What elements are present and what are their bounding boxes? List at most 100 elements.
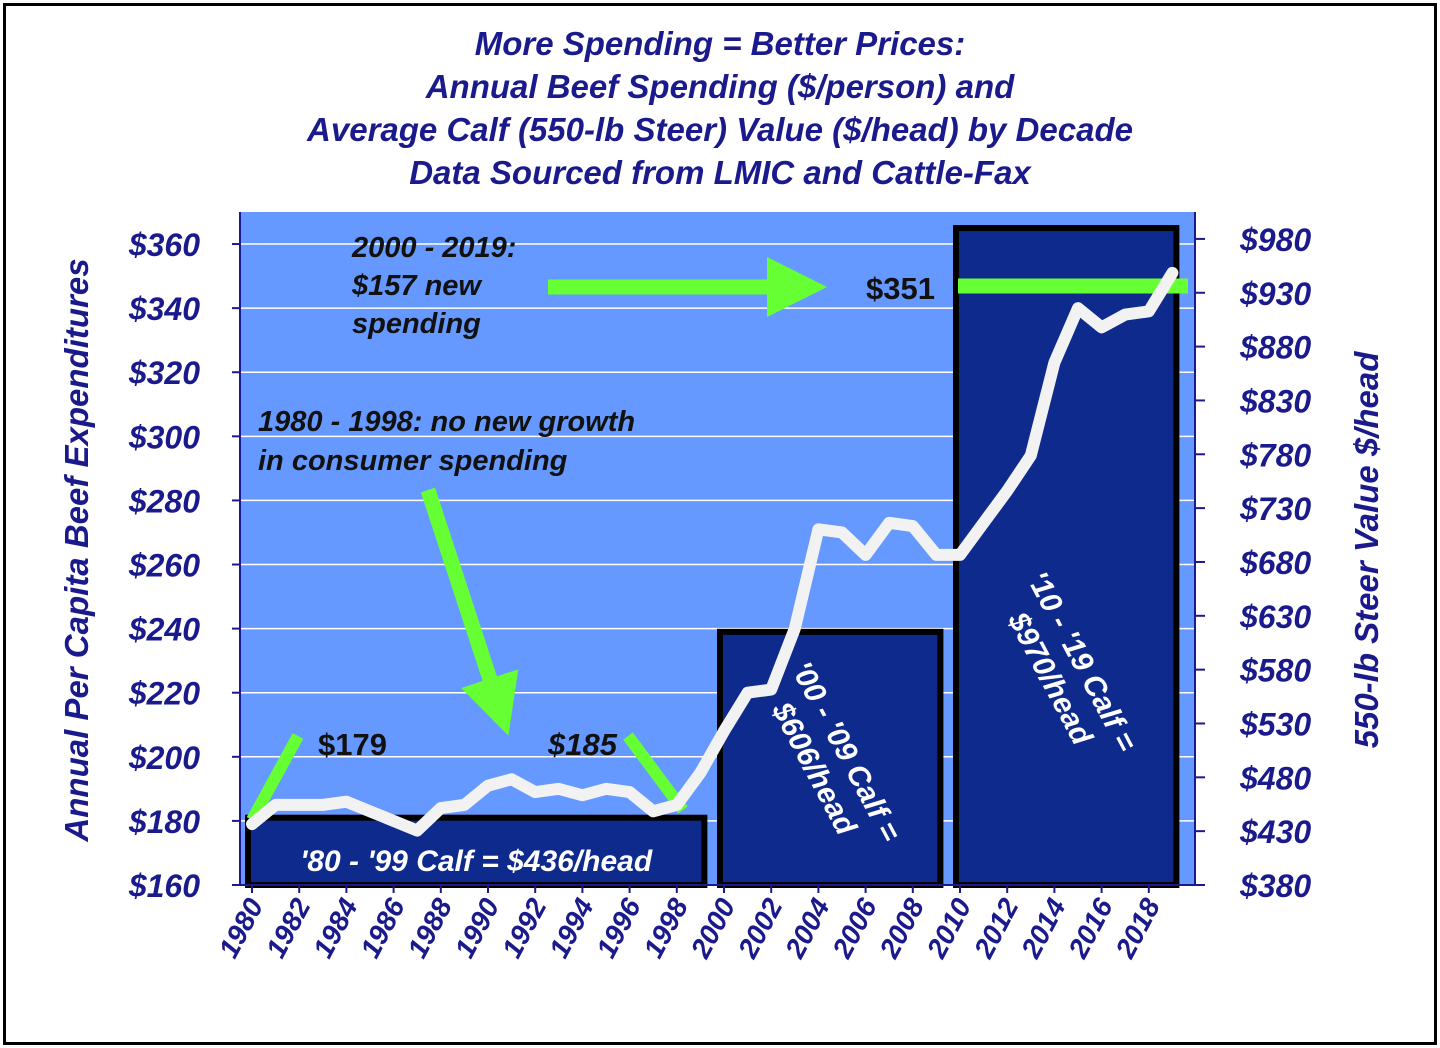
spending-point [864, 553, 867, 556]
right-tick-label: $880 [1239, 330, 1311, 366]
annotation-consumer-spending: in consumer spending [258, 445, 568, 477]
right-tick-label: $830 [1239, 383, 1311, 419]
spending-point [1006, 489, 1009, 492]
right-tick-label: $730 [1239, 491, 1311, 527]
x-tick-label: 2012 [967, 893, 1024, 964]
right-axis-ticks: $380 $430 $480 $530 $580 $630 $680 $730 $780 $830… [1194, 212, 1311, 904]
right-tick-label: $380 [1239, 868, 1311, 904]
spending-point [251, 823, 253, 826]
spending-point [369, 810, 371, 813]
left-tick-label: $320 [128, 355, 200, 391]
spending-point [652, 810, 655, 813]
left-axis-ticks: $160 $180 $200 $220 $240 $260 $280 $300 $320 $340… [128, 212, 1195, 904]
spending-point [487, 784, 489, 787]
line-185-marker [623, 732, 688, 814]
annotation-157-new: $157 new [351, 270, 483, 302]
x-tick-label: 2010 [920, 893, 977, 964]
right-tick-label: $480 [1239, 760, 1311, 796]
left-tick-label: $360 [128, 227, 200, 263]
x-tick-label: 2004 [779, 893, 836, 964]
annotation-spending: spending [352, 308, 481, 340]
x-tick-label: 1994 [543, 893, 600, 963]
label-179: $179 [318, 727, 387, 762]
title-line-3: Average Calf (550-lb Steer) Value ($/hea… [307, 111, 1133, 148]
spending-point [345, 800, 348, 803]
spending-point [298, 803, 301, 806]
spending-point [392, 819, 395, 822]
label-185: $185 [547, 727, 618, 762]
left-tick-label: $260 [128, 548, 200, 584]
x-tick-label: 2014 [1015, 893, 1072, 964]
right-tick-label: $680 [1239, 545, 1311, 581]
spending-point [723, 730, 725, 733]
x-tick-label: 2008 [873, 893, 930, 964]
right-tick-label: $780 [1239, 437, 1311, 473]
spending-point [1147, 310, 1150, 313]
spending-point [699, 771, 702, 774]
spending-point [1124, 313, 1127, 316]
spending-point [1053, 361, 1056, 364]
spending-point [959, 553, 961, 556]
label-351: $351 [866, 271, 935, 306]
decade-bar [717, 628, 944, 888]
left-tick-label: $180 [128, 804, 200, 840]
x-tick-label: 1996 [590, 893, 647, 963]
chart-title: More Spending = Better Prices: Annual Be… [0, 22, 1440, 194]
x-tick-label: 2002 [731, 893, 788, 964]
spending-point [1029, 454, 1032, 457]
right-tick-label: $580 [1239, 653, 1311, 689]
spending-point [911, 525, 914, 528]
arrow-no-growth [420, 487, 519, 736]
left-tick-label: $280 [128, 483, 200, 519]
spending-point [888, 521, 891, 524]
spending-point [534, 791, 537, 794]
x-tick-label: 1984 [307, 893, 364, 963]
spending-point [510, 778, 513, 781]
title-line-2: Annual Beef Spending ($/person) and [425, 68, 1015, 105]
right-tick-label: $530 [1239, 706, 1311, 742]
spending-point [675, 803, 678, 806]
spending-point [770, 688, 773, 691]
decade-bars: '80 - '99 Calf = $436/head'00 - '09 Calf… [245, 225, 1180, 889]
line-179-marker [246, 733, 304, 823]
right-tick-label: $980 [1239, 222, 1311, 258]
spending-point [841, 531, 843, 534]
spending-point [1100, 326, 1103, 329]
spending-point [793, 627, 796, 630]
title-line-1: More Spending = Better Prices: [474, 25, 966, 62]
spending-point [1171, 271, 1174, 274]
annotation-2000-2019: 2000 - 2019: [351, 232, 516, 264]
spending-point [274, 803, 277, 806]
decade-bar-label: '80 - '99 Calf = $436/head [300, 845, 653, 878]
x-tick-label: 2016 [1062, 893, 1119, 964]
spending-point [581, 794, 584, 797]
spending-point [935, 553, 938, 556]
spending-point [982, 521, 985, 524]
spending-point [439, 807, 442, 810]
spending-point [605, 787, 607, 790]
x-tick-label: 2006 [826, 893, 883, 964]
right-axis-title: 550-lb Steer Value $/head [1348, 351, 1385, 749]
spending-line [246, 266, 1179, 837]
annotation-1980-1998: 1980 - 1998: no new growth [258, 406, 635, 438]
right-tick-label: $430 [1239, 814, 1311, 850]
spending-point [557, 787, 560, 790]
title-line-4: Data Sourced from LMIC and Cattle-Fax [409, 154, 1031, 191]
x-tick-label: 1982 [260, 893, 317, 963]
x-tick-label: 1998 [637, 893, 694, 963]
x-tick-label: 1988 [401, 893, 458, 963]
left-tick-label: $300 [128, 419, 200, 455]
spending-point [628, 791, 631, 794]
right-tick-label: $630 [1239, 599, 1311, 635]
left-tick-label: $220 [128, 676, 200, 712]
spending-point [1077, 307, 1079, 310]
left-tick-label: $340 [128, 291, 200, 327]
left-tick-label: $160 [128, 868, 200, 904]
x-tick-label: 2018 [1109, 893, 1166, 964]
left-tick-label: $240 [128, 612, 200, 648]
right-tick-label: $930 [1239, 276, 1311, 312]
x-axis-ticks: 1980198219841986198819901992199419961998… [213, 885, 1166, 964]
left-axis-title: Annual Per Capita Beef Expenditures [58, 258, 95, 842]
x-tick-label: 1986 [354, 893, 411, 963]
